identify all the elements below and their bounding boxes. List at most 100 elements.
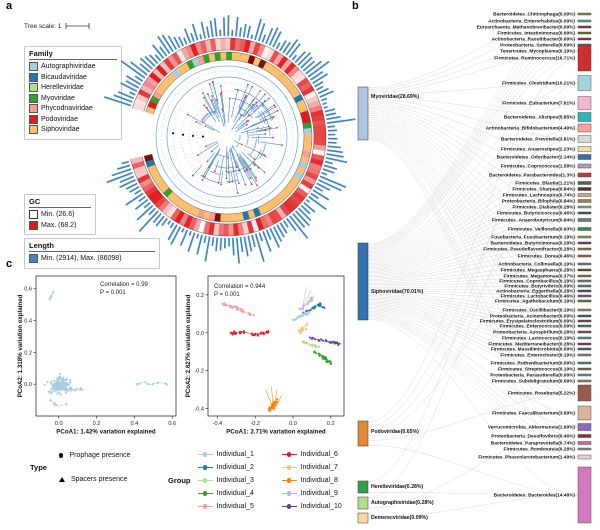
legend-item: Herelleviridae [29, 83, 117, 92]
legend-item: Max. (68.2) [29, 220, 91, 230]
group-legend-label: Individual_1 [216, 451, 254, 458]
sankey-target-node [577, 314, 592, 318]
y-tick-label: 0.0 [196, 331, 204, 337]
sankey-source-label: Podoviridae(0.65%) [371, 429, 419, 435]
sankey-links [367, 13, 579, 519]
sankey-source-nodes: Myoviridae(28.69%) Siphoviridae(70.01%) Po… [357, 86, 434, 524]
legend-item: Min. (26.6) [29, 210, 91, 219]
sankey-target-label: Firmicutes_Dialister(0.28%) [512, 205, 575, 211]
sankey-target-label: Bacteroidetes_Alistipes(5.85%) [504, 115, 576, 121]
sankey-target-node [577, 268, 592, 272]
sankey-target-label: Proteobacteria_Sutterella(0.09%) [500, 43, 575, 49]
legend-item: Phycodnaviridae [29, 104, 117, 113]
sankey-target-node [577, 373, 592, 377]
sankey-source-node [357, 242, 369, 321]
sankey-target-label: Firmicutes_Oscillibacter(0.19%) [502, 308, 575, 314]
tree-scale: Tree scale: 1 [24, 22, 91, 30]
x-tick-label: 0.0 [289, 421, 297, 427]
sankey-source-node [357, 512, 369, 524]
sankey-target-label: Firmicutes_Ruthenibacterium(0.09%) [490, 361, 575, 367]
sankey-source-node [357, 496, 369, 510]
gc-legend-items: Min. (26.6) Max. (68.2) [29, 210, 91, 230]
y-tick-label: 0.6 [24, 287, 32, 293]
y-tick-label: 0.4 [24, 319, 32, 325]
sankey-target-node [577, 361, 592, 365]
sankey-target-label: Bacteroidetes_Butyricimonas(0.28%) [490, 241, 575, 247]
color-swatch [29, 104, 38, 113]
sankey-target-label: Euryarchaeota_Methanobrevibacter(0.09%) [477, 25, 576, 31]
sankey-target-node [577, 324, 592, 328]
sankey-target-label: Firmicutes_Blautia(1.21%) [515, 181, 575, 187]
group-marker-icon [281, 452, 297, 457]
y-axis-label: PCoA2: 2.627% variation explained [185, 294, 192, 397]
sankey-target-node [577, 353, 592, 357]
sankey-source-label: Demerecviridae(0.09%) [371, 515, 428, 521]
sankey-target-node [577, 154, 592, 160]
sankey-target-label: Firmicutes_Subdoligranulum(0.09%) [492, 379, 576, 385]
sankey-target-label: Firmicutes_Erysipelatoclostridium(0.09%) [480, 319, 576, 325]
sankey-target-node [577, 319, 592, 323]
group-marker-icon [197, 452, 213, 457]
group-legend-item: Individual_8 [281, 477, 366, 484]
sankey-target-label: Actinobacteria_Enterorhabdus(0.09%) [488, 19, 575, 25]
sankey-target-node [577, 218, 592, 222]
sankey-target-node [577, 441, 592, 445]
group-legend-label: Individual_6 [300, 451, 338, 458]
sankey-target-node [577, 347, 592, 351]
sankey-target-node [577, 199, 592, 203]
sankey-target-label: Firmicutes_Massilimicrobiota(0.09%) [491, 347, 576, 353]
group-marker-icon [281, 478, 297, 483]
legend-item-label: Min. (2914), Max. (86098) [41, 255, 122, 262]
panel-c-label: c [6, 258, 13, 270]
group-marker-icon [281, 504, 297, 509]
group-marker-icon [281, 465, 297, 470]
legend-item-label: Herelleviridae [41, 84, 84, 91]
sankey-target-label: Firmicutes_Mediterraneibacter(0.28%) [488, 342, 575, 348]
legend-item-label: Myoviridae [41, 94, 75, 102]
sankey-target-node [577, 75, 592, 91]
annotation: Correlation = 0.944 [214, 284, 266, 290]
tree-scale-label: Tree scale: 1 [24, 22, 62, 30]
sankey-target-label: Firmicutes_Faecalibacterium(3.69%) [492, 411, 575, 417]
sankey-target-label: Firmicutes_Enterococcus(0.09%) [500, 324, 576, 330]
type-legend-item: Prophage presence [58, 452, 131, 459]
sankey-target-label: Actinobacteria_Eggerthella(0.28%) [496, 289, 575, 295]
color-swatch [29, 210, 38, 219]
type-legend-label: Prophage presence [69, 452, 131, 459]
group-legend-item: Individual_2 [197, 464, 282, 471]
sankey-target-node [577, 241, 592, 245]
sankey-source-node [357, 480, 369, 494]
sankey-source-node [357, 420, 369, 447]
sankey-target-label: Firmicutes_Coprococcus(1.58%) [501, 164, 576, 170]
group-legend-label: Individual_3 [216, 477, 254, 484]
sankey-target-label: Firmicutes_Megamonas(0.37%) [504, 274, 576, 280]
sankey-target-label: Proteobacteria_Azospirillum(0.28%) [493, 330, 575, 336]
sankey-target-node [577, 284, 592, 288]
sankey-target-label: Bacteroidetes_Parabacteroides(1.3%) [489, 173, 575, 179]
group-legend-item: Individual_9 [281, 490, 366, 497]
sankey-target-label: Firmicutes_Roseburia(5.22%) [508, 391, 576, 397]
tree-branches [186, 80, 283, 194]
sankey-target-node [577, 379, 592, 383]
type-legend-label: Spacers presence [70, 476, 128, 483]
circular-phylogenetic-tree [104, 15, 356, 264]
sankey-target-node [577, 247, 592, 251]
sankey-target-node [577, 181, 592, 185]
sankey-target-label: Firmicutes_Ruminococcus(16.71%) [494, 56, 575, 62]
group-marker-icon [197, 491, 213, 496]
sankey-target-label: Tenericutes_Mycoplasma(0.19%) [500, 49, 575, 55]
x-axis-label: PCoA1: 1.42% variation explained [56, 429, 156, 436]
sankey-target-node [577, 112, 592, 122]
sankey-target-label: Firmicutes_Pseudoflavonifractor(0.28%) [483, 247, 575, 253]
legend-item: Autographiviridae [29, 62, 117, 71]
sankey-source-label: Herelleviridae(0.28%) [371, 484, 423, 490]
gc-legend: GC Min. (26.6) Max. (68.2) [24, 194, 96, 235]
legend-item-label: Bicaudaviridae [41, 73, 87, 81]
sankey-target-label: Firmicutes_Veillonella(0.93%) [508, 227, 576, 233]
x-tick-label: -0.2 [250, 421, 260, 427]
annotation: P = 0.001 [100, 290, 126, 296]
legend-item-label: Max. (68.2) [41, 221, 77, 229]
panel-b-label: b [352, 0, 359, 12]
group-legend-item: Individual_10 [281, 503, 366, 510]
sankey-target-label: Bacteroidetes_Chitinophaga(0.09%) [493, 12, 575, 18]
